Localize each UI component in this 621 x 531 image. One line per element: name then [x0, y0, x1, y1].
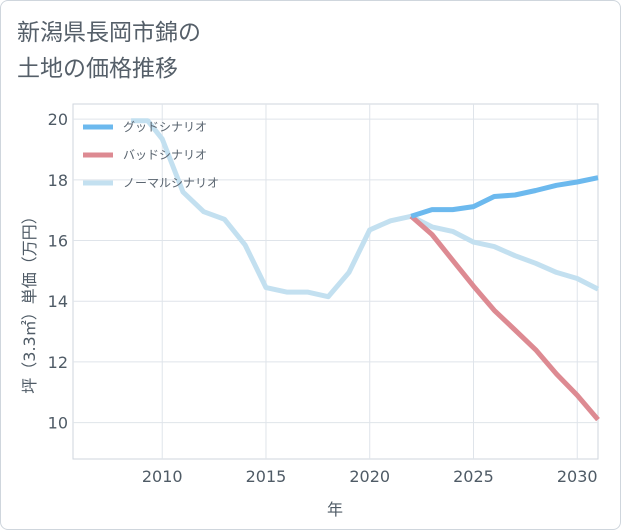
x-tick-label: 2025 — [453, 467, 494, 486]
y-tick-label: 12 — [48, 353, 68, 372]
series-line-0 — [410, 175, 599, 219]
series-lines — [131, 118, 600, 422]
chart-title: 新潟県長岡市錦の 土地の価格推移 — [17, 20, 201, 82]
x-tick-label: 2020 — [349, 467, 390, 486]
y-tick-label: 18 — [48, 171, 68, 190]
x-tick-label: 2030 — [557, 467, 598, 486]
y-axis: 10 12 14 16 18 20 — [48, 110, 68, 432]
grid — [73, 104, 598, 459]
plot-area — [72, 103, 599, 460]
legend-label: グッドシナリオ — [123, 120, 207, 134]
y-tick-label: 10 — [48, 414, 68, 433]
series-line-1 — [409, 214, 600, 422]
x-tick-label: 2010 — [142, 467, 183, 486]
y-tick-label: 20 — [48, 110, 68, 129]
y-tick-label: 16 — [48, 232, 68, 251]
x-axis: 2010 2015 2020 2025 2030 — [142, 467, 598, 486]
y-tick-label: 14 — [48, 292, 68, 311]
series-line-2 — [131, 118, 600, 300]
legend-label: ノーマルシナリオ — [123, 176, 219, 190]
legend-label: バッドシナリオ — [123, 148, 207, 162]
y-axis-title: 坪（3.3㎡）単価（万円） — [20, 208, 39, 393]
x-axis-title: 年 — [327, 500, 343, 519]
x-tick-label: 2015 — [246, 467, 287, 486]
